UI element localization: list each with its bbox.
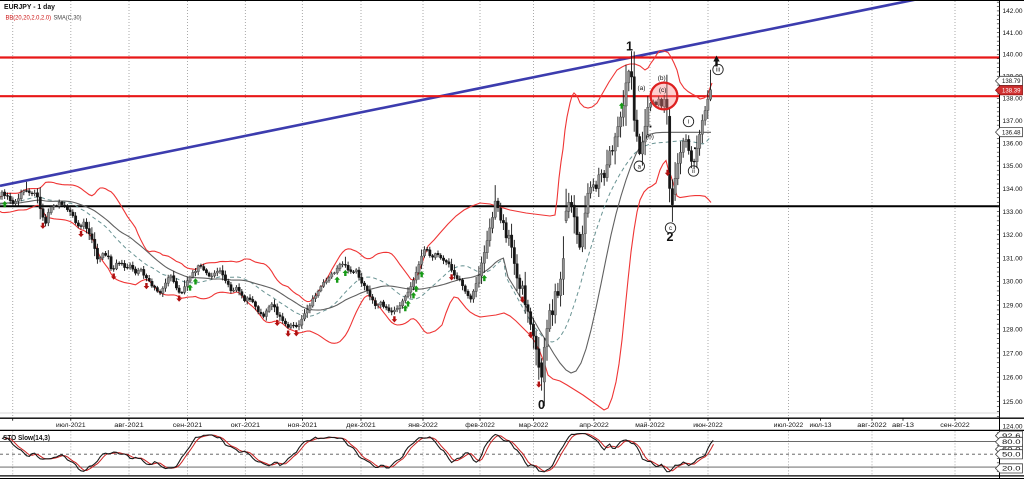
- svg-text:131.00: 131.00: [1003, 255, 1023, 262]
- svg-text:126.00: 126.00: [1003, 375, 1023, 382]
- svg-text:a: a: [638, 164, 642, 170]
- svg-text:авг-13: авг-13: [892, 422, 914, 429]
- svg-text:125.00: 125.00: [1003, 399, 1023, 406]
- svg-text:136.48: 136.48: [1002, 129, 1021, 136]
- svg-text:ноя-2021: ноя-2021: [288, 422, 318, 429]
- svg-text:142.00: 142.00: [1003, 8, 1023, 15]
- svg-text:137.00: 137.00: [1003, 118, 1023, 125]
- svg-text:(b): (b): [658, 75, 666, 82]
- svg-text:ii: ii: [692, 169, 695, 175]
- svg-text:138.79: 138.79: [1002, 78, 1021, 85]
- svg-text:129.00: 129.00: [1003, 302, 1023, 309]
- svg-text:92.6: 92.6: [1002, 433, 1021, 440]
- svg-text:июл-13: июл-13: [810, 422, 832, 429]
- svg-text:141.00: 141.00: [1003, 30, 1023, 37]
- svg-text:июл-2022: июл-2022: [774, 422, 804, 429]
- svg-text:135.00: 135.00: [1003, 163, 1023, 170]
- svg-text:c: c: [669, 226, 672, 232]
- svg-text:(a): (a): [638, 85, 646, 92]
- svg-text:138.39: 138.39: [1002, 88, 1021, 95]
- svg-text:SMA(C,30): SMA(C,30): [54, 15, 82, 22]
- svg-text:127.00: 127.00: [1003, 350, 1023, 357]
- svg-text:окт-2021: окт-2021: [231, 422, 261, 429]
- svg-text:1: 1: [626, 40, 633, 54]
- svg-text:мар-2022: мар-2022: [519, 422, 549, 429]
- svg-text:фев-2022: фев-2022: [465, 422, 495, 429]
- svg-text:дек-2021: дек-2021: [346, 422, 376, 429]
- svg-text:(b): (b): [646, 134, 654, 141]
- svg-text:134.00: 134.00: [1003, 186, 1023, 193]
- svg-text:140.00: 140.00: [1003, 52, 1023, 59]
- svg-text:(c): (c): [659, 87, 667, 94]
- svg-text:i: i: [688, 120, 689, 126]
- svg-text:138.00: 138.00: [1003, 96, 1023, 103]
- svg-text:авг-2021: авг-2021: [114, 422, 144, 429]
- svg-text:STO Slow(14,3): STO Slow(14,3): [3, 435, 50, 442]
- svg-text:сен-2021: сен-2021: [173, 422, 203, 429]
- svg-text:133.00: 133.00: [1003, 209, 1023, 216]
- svg-text:124.00: 124.00: [1003, 424, 1023, 431]
- svg-text:iii: iii: [716, 68, 720, 74]
- svg-text:июл-2021: июл-2021: [56, 422, 86, 429]
- svg-text:авг-2022: авг-2022: [857, 422, 887, 429]
- svg-text:апр-2022: апр-2022: [579, 422, 609, 429]
- svg-text:128.00: 128.00: [1003, 326, 1023, 333]
- svg-text:130.00: 130.00: [1003, 279, 1023, 286]
- svg-text:50.0: 50.0: [1002, 452, 1021, 459]
- svg-text:июн-2022: июн-2022: [693, 422, 723, 429]
- svg-text:май-2022: май-2022: [635, 421, 665, 429]
- svg-text:EURJPY - 1 day: EURJPY - 1 day: [4, 2, 56, 11]
- svg-text:20.0: 20.0: [1002, 466, 1021, 473]
- svg-text:2: 2: [667, 230, 674, 244]
- svg-text:янв-2022: янв-2022: [408, 422, 438, 429]
- svg-text:BB(20,20,2.0,2.0): BB(20,20,2.0,2.0): [6, 15, 52, 22]
- svg-text:132.00: 132.00: [1003, 232, 1023, 239]
- svg-text:сен-2022: сен-2022: [940, 422, 970, 429]
- svg-text:136.00: 136.00: [1003, 141, 1023, 148]
- svg-text:0: 0: [538, 398, 545, 412]
- svg-text:80.0: 80.0: [1002, 439, 1021, 446]
